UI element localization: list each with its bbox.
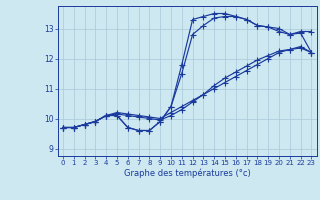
X-axis label: Graphe des températures (°c): Graphe des températures (°c) — [124, 169, 251, 178]
